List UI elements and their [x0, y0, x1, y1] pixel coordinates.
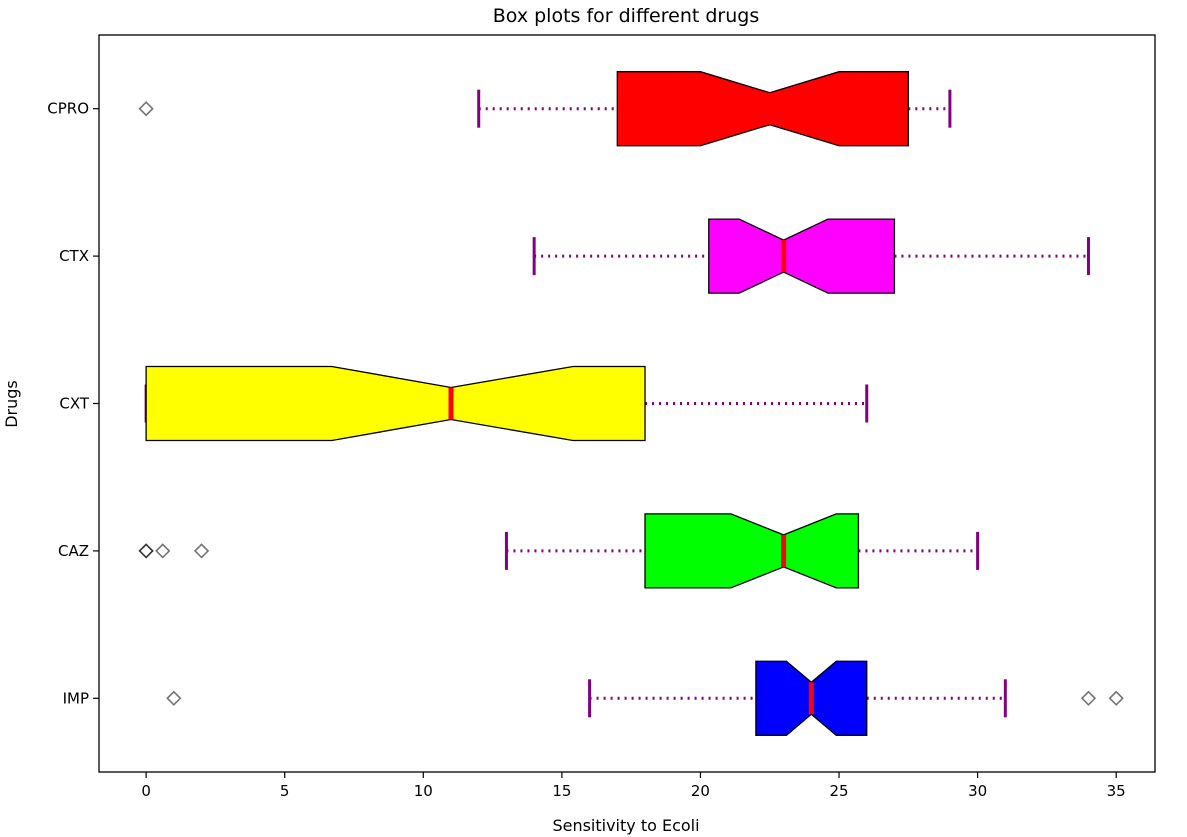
x-tick-label: 30	[968, 782, 987, 800]
box-series-group	[138, 71, 1124, 736]
x-axis-label: Sensitivity to Ecoli	[552, 816, 699, 835]
notched-box	[145, 365, 646, 442]
outlier-point	[155, 543, 171, 559]
x-tick-label: 25	[829, 782, 848, 800]
outlier-point	[193, 543, 210, 559]
x-tick-label: 35	[1107, 782, 1126, 800]
outlier-point	[1108, 690, 1124, 706]
x-tick-label: 0	[141, 782, 151, 800]
y-axis-label: Drugs	[2, 380, 21, 428]
notched-box	[616, 71, 909, 147]
box-caz	[138, 513, 980, 589]
outlier-point	[166, 690, 182, 706]
y-tick-label-cpro: CPRO	[47, 100, 89, 118]
x-axis: 0 5 10 15 20 25 30 35	[141, 772, 1126, 800]
outlier-point	[138, 101, 154, 117]
notched-box	[708, 218, 896, 294]
x-tick-label: 15	[552, 782, 571, 800]
box-ctx	[532, 218, 1090, 294]
x-tick-label: 10	[414, 782, 433, 800]
y-tick-label-imp: IMP	[63, 689, 89, 707]
box-cpro	[138, 71, 952, 147]
outlier-point	[138, 543, 154, 559]
y-tick-label-cxt: CXT	[59, 395, 89, 413]
y-tick-label-caz: CAZ	[58, 542, 89, 560]
notched-box	[644, 513, 860, 589]
box-imp	[166, 660, 1124, 736]
box-cxt	[144, 365, 869, 442]
x-tick-label: 20	[691, 782, 710, 800]
y-axis: CPRO CTX CXT CAZ IMP	[47, 100, 99, 707]
y-tick-label-ctx: CTX	[59, 247, 89, 265]
x-tick-label: 5	[280, 782, 290, 800]
chart-title: Box plots for different drugs	[493, 5, 759, 27]
outlier-point	[1080, 690, 1097, 706]
